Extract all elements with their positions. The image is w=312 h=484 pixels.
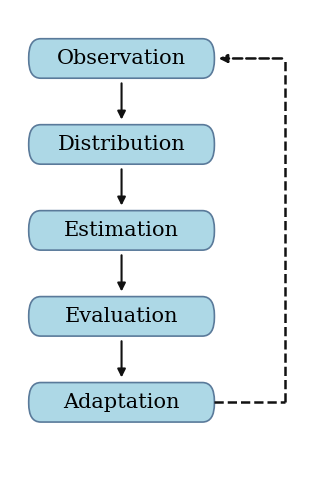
FancyBboxPatch shape [29,382,214,422]
FancyBboxPatch shape [29,39,214,78]
Text: Adaptation: Adaptation [63,393,180,412]
Text: Evaluation: Evaluation [65,307,178,326]
Text: Distribution: Distribution [58,135,185,154]
FancyBboxPatch shape [29,125,214,164]
FancyBboxPatch shape [29,297,214,336]
FancyBboxPatch shape [29,211,214,250]
Text: Estimation: Estimation [64,221,179,240]
Text: Observation: Observation [57,49,186,68]
